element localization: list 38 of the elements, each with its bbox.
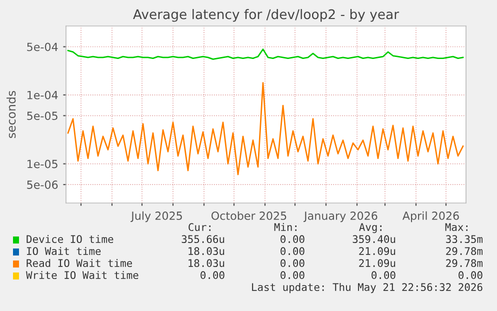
legend-label: Read IO Wait time [26,258,132,268]
text: Cur: [188,223,210,232]
text: 18.03u [188,259,224,268]
text: Last update: Thu May 21 22:56:32 2026 [252,282,482,294]
y-tick-label: 1e-05 [28,160,58,168]
text: Avg: [359,223,382,234]
x-tick-label: October 2025 [211,211,286,220]
line-series [67,48,464,60]
y-tick-label: 5e-04 [27,42,58,52]
y-tick-label: 5e-06 [27,180,58,189]
y-tick-label: 5e-05 [27,112,58,120]
text: 0.00 [458,271,482,280]
x-tick-label: April 2026 [402,211,459,222]
text: 0.00 [372,271,396,280]
y-axis-title: seconds [6,90,16,138]
text: 18.03u [188,247,224,256]
legend-label: Device IO time [26,234,114,244]
text: 0.00 [280,259,304,268]
x-tick-label: July 2025 [130,211,182,222]
chart-title: Average latency for /dev/loop2 - by year [133,9,400,22]
legend-label: Write IO Wait time [26,270,138,280]
line-series [67,82,464,176]
text: 21.09u [359,247,396,256]
text: 0.00 [200,271,224,280]
text: 359.40u [352,235,396,244]
text: 29.78m [446,259,483,268]
x-tick-label: January 2026 [303,212,378,222]
text: 0.00 [280,247,304,256]
text: Min: [274,222,296,231]
text: 0.00 [280,271,304,280]
text: 355.66u [182,235,224,244]
text: 21.09u [359,259,396,268]
text: Max: [445,223,468,232]
text: 33.35m [446,235,483,244]
legend-label: IO Wait time [27,246,101,256]
text: 29.78m [446,247,483,256]
y-tick-label: 1e-04 [28,90,58,100]
text: 0.00 [280,235,304,244]
